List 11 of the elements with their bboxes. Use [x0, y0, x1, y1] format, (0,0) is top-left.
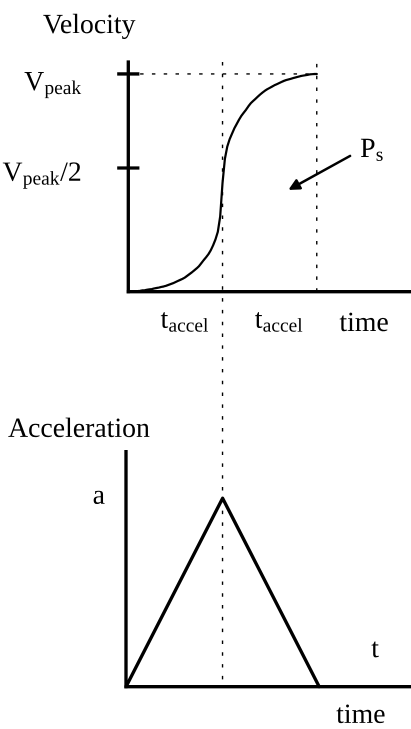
x-axis-title: time — [336, 704, 385, 724]
annotation: t — [372, 641, 379, 658]
text: V$_{peak}$/2 — [2, 162, 80, 189]
y-axis-title: Velocity — [43, 14, 136, 40]
text: a — [94, 490, 105, 504]
x-tick-label: t$_{accel}$ — [160, 312, 208, 332]
x-tick-label: t$_{accel}$ — [255, 312, 302, 332]
text: V$_{peak}$ — [24, 72, 82, 98]
text: P$_{s}$ — [360, 138, 383, 161]
y-axis-title: Acceleration — [8, 418, 150, 438]
x-axis-title: time — [340, 312, 388, 332]
